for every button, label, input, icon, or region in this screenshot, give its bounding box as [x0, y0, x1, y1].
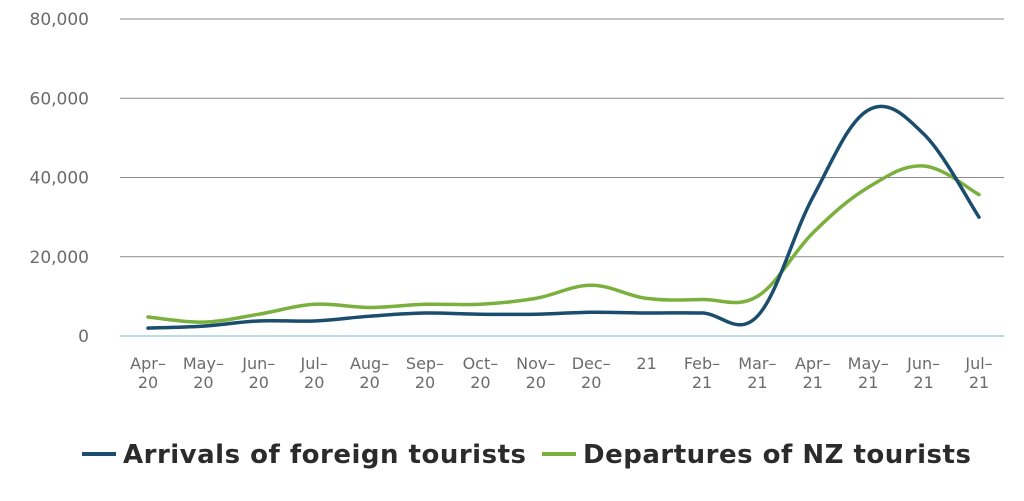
legend-label-departures: Departures of NZ tourists	[583, 440, 971, 470]
y-tick-label: 40,000	[30, 169, 89, 189]
x-tick-label: 20	[470, 373, 490, 392]
x-tick-label: 20	[249, 373, 269, 392]
x-tick-label: Jun–	[906, 354, 940, 373]
series-line-arrivals	[146, 104, 981, 330]
x-tick-label: 21	[747, 373, 767, 392]
x-tick-label: Dec–	[572, 354, 611, 373]
x-tick-label: 20	[304, 373, 324, 392]
x-tick-label: Jun–	[241, 354, 275, 373]
x-tick-label: Jul–	[300, 354, 328, 373]
series-lines	[146, 104, 981, 330]
legend: Arrivals of foreign tourists Departures …	[82, 440, 971, 470]
gridlines	[120, 18, 1004, 337]
x-tick-label: 20	[359, 373, 379, 392]
series-line-departures	[146, 164, 981, 324]
x-tick-label: Apr–	[795, 354, 831, 373]
y-axis-ticks: 0 20,000 40,000 60,000 80,000	[30, 10, 89, 347]
x-tick-label: 21	[913, 373, 933, 392]
x-tick-label: 20	[526, 373, 546, 392]
x-tick-label: Apr–	[130, 354, 166, 373]
x-tick-label: 21	[692, 373, 712, 392]
x-tick-label: 21	[969, 373, 989, 392]
x-tick-label: May–	[848, 354, 889, 373]
x-tick-label: Mar–	[738, 354, 776, 373]
x-tick-label: 20	[415, 373, 435, 392]
y-tick-label: 0	[78, 327, 89, 347]
x-tick-label: Feb–	[684, 354, 720, 373]
x-tick-label: May–	[183, 354, 224, 373]
x-tick-label: Nov–	[516, 354, 555, 373]
legend-label-arrivals: Arrivals of foreign tourists	[123, 440, 526, 470]
x-tick-label: Oct–	[463, 354, 499, 373]
x-tick-label: 20	[193, 373, 213, 392]
x-tick-label: 21	[803, 373, 823, 392]
x-axis-ticks: Apr–20May–20Jun–20Jul–20Aug–20Sep–20Oct–…	[130, 354, 993, 392]
y-tick-label: 80,000	[30, 10, 89, 30]
y-tick-label: 60,000	[30, 89, 89, 109]
x-tick-label: 21	[636, 354, 656, 373]
x-tick-label: 20	[138, 373, 158, 392]
x-tick-label: Sep–	[406, 354, 444, 373]
x-tick-label: Jul–	[964, 354, 992, 373]
x-tick-label: Aug–	[350, 354, 389, 373]
y-tick-label: 20,000	[30, 248, 89, 268]
x-tick-label: 20	[581, 373, 601, 392]
x-tick-label: 21	[858, 373, 878, 392]
